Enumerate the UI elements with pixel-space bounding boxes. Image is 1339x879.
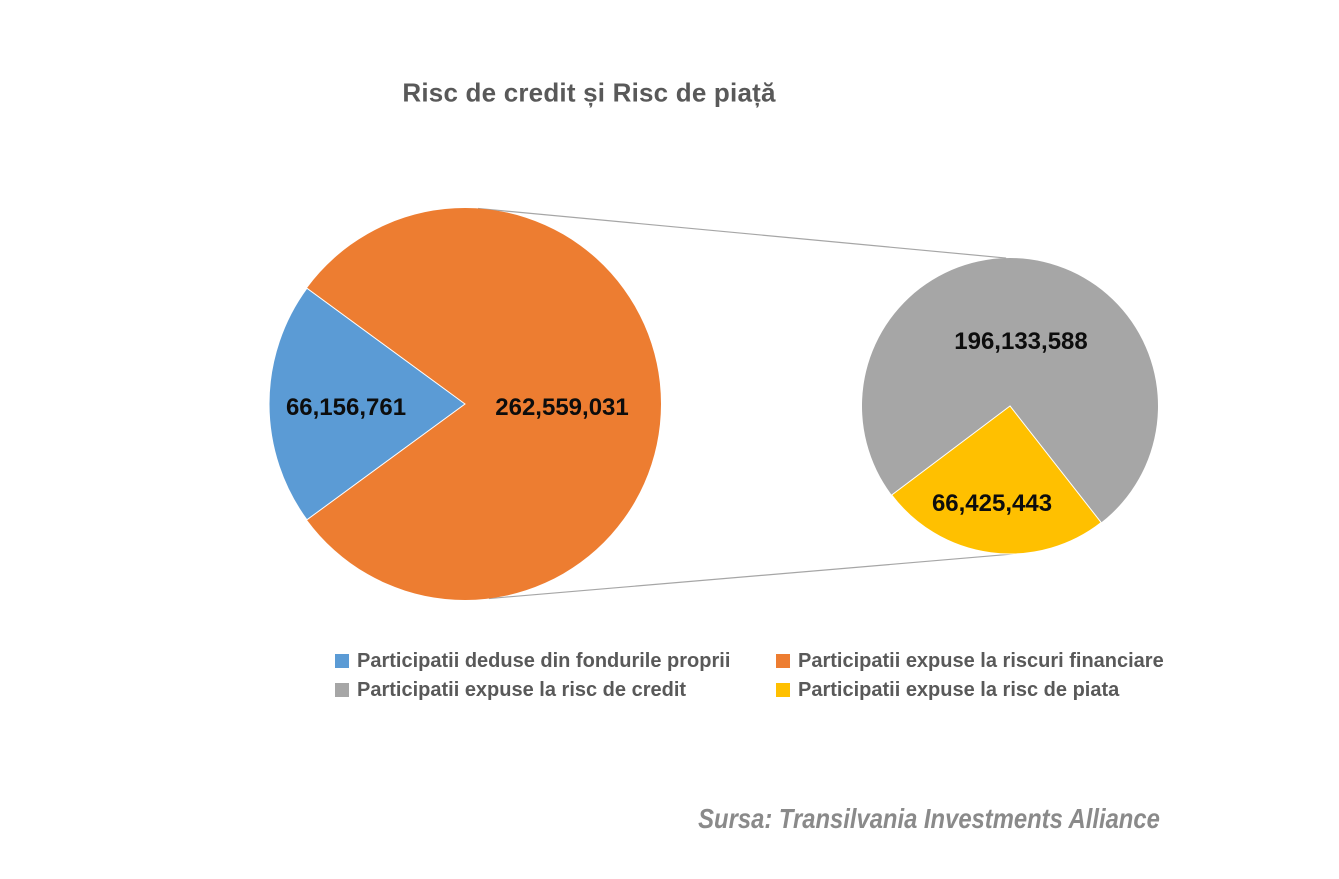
- legend-label: Participatii expuse la risc de credit: [357, 678, 687, 701]
- legend-item-risc-credit: Participatii expuse la risc de credit: [335, 679, 686, 701]
- main-pie-slice-deduse: [268, 287, 466, 521]
- chart-title: Risc de credit și Risc de piață: [402, 77, 776, 108]
- legend-swatch-orange: [776, 654, 790, 668]
- legend-label: Participatii deduse din fondurile propri…: [357, 649, 731, 672]
- data-label-sec-1: 66,425,443: [931, 490, 1053, 517]
- legend-swatch-yellow: [776, 683, 790, 697]
- legend-item-riscuri-financiare: Participatii expuse la riscuri financiar…: [776, 650, 1164, 672]
- series-connector-line: [488, 553, 1014, 600]
- legend-label: Participatii expuse la risc de piata: [798, 678, 1120, 701]
- data-label-main-0: 66,156,761: [285, 394, 407, 421]
- legend-label: Participatii expuse la riscuri financiar…: [798, 649, 1164, 672]
- data-label-sec-0: 196,133,588: [954, 328, 1088, 355]
- series-connector-line: [477, 207, 1007, 259]
- legend-swatch-gray: [335, 683, 349, 697]
- secondary-pie-slice-risc-credit: [861, 258, 1158, 523]
- secondary-pie-slice-risc-piata: [891, 405, 1102, 555]
- data-label-main-1: 262,559,031: [495, 394, 629, 421]
- legend-item-deduse: Participatii deduse din fondurile propri…: [335, 650, 730, 672]
- legend-swatch-blue: [335, 654, 349, 668]
- legend-item-risc-piata: Participatii expuse la risc de piata: [776, 679, 1119, 701]
- source-attribution: Sursa: Transilvania Investments Alliance: [698, 803, 1160, 834]
- main-pie-slice-riscuri-financiare: [306, 208, 662, 600]
